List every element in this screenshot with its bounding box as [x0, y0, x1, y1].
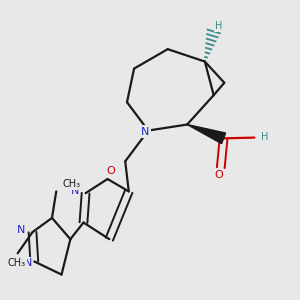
Text: H: H — [261, 132, 268, 142]
Text: H: H — [214, 21, 222, 31]
Text: O: O — [214, 170, 224, 181]
Polygon shape — [187, 124, 226, 144]
Text: N: N — [71, 186, 79, 197]
Text: CH₃: CH₃ — [8, 258, 26, 268]
Text: O: O — [106, 166, 115, 176]
Text: N: N — [24, 258, 32, 268]
Text: N: N — [141, 127, 150, 136]
Text: N: N — [17, 225, 26, 235]
Text: CH₃: CH₃ — [63, 178, 81, 189]
